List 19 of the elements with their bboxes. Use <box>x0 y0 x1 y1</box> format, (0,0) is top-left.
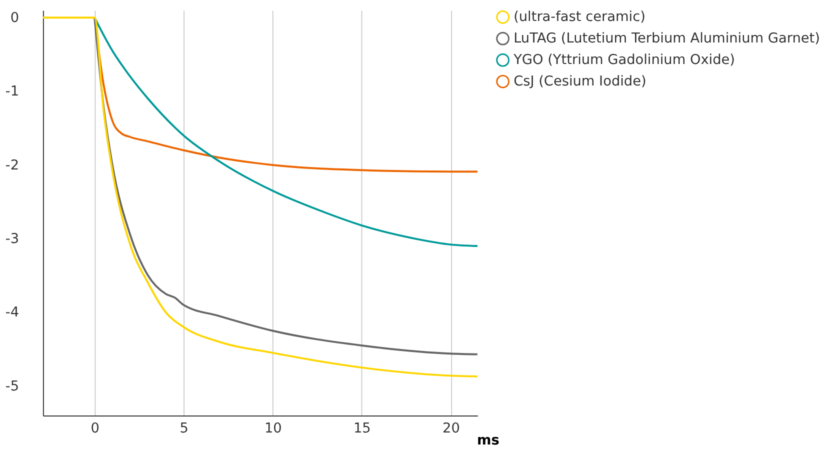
line-series <box>94 16 478 248</box>
y-tick-label: -4 <box>5 304 20 321</box>
y-tick-label: -3 <box>5 231 20 248</box>
legend-label: (ultra-fast ceramic) <box>514 9 646 26</box>
x-tick-label: 5 <box>180 420 188 437</box>
line-series <box>42 16 478 378</box>
x-axis-title: ms <box>477 432 500 448</box>
y-tick-label: -1 <box>5 84 20 100</box>
x-tick-label: 15 <box>353 420 371 437</box>
x-tick-label: 10 <box>264 420 282 437</box>
y-tick-label: 0 <box>10 10 20 26</box>
x-tick-label: 0 <box>90 420 100 437</box>
y-tick-label: -5 <box>5 378 20 394</box>
legend-label: YGO (Yttrium Gadolinium Oxide) <box>512 52 736 68</box>
legend-label: LuTAG (Lutetium Terbium Aluminium Garnet) <box>514 30 820 47</box>
y-tick-label: -2 <box>5 157 20 174</box>
legend-label: CsJ (Cesium Iodide) <box>514 73 646 90</box>
line-series <box>94 16 478 356</box>
x-tick-label: 20 <box>442 420 460 437</box>
